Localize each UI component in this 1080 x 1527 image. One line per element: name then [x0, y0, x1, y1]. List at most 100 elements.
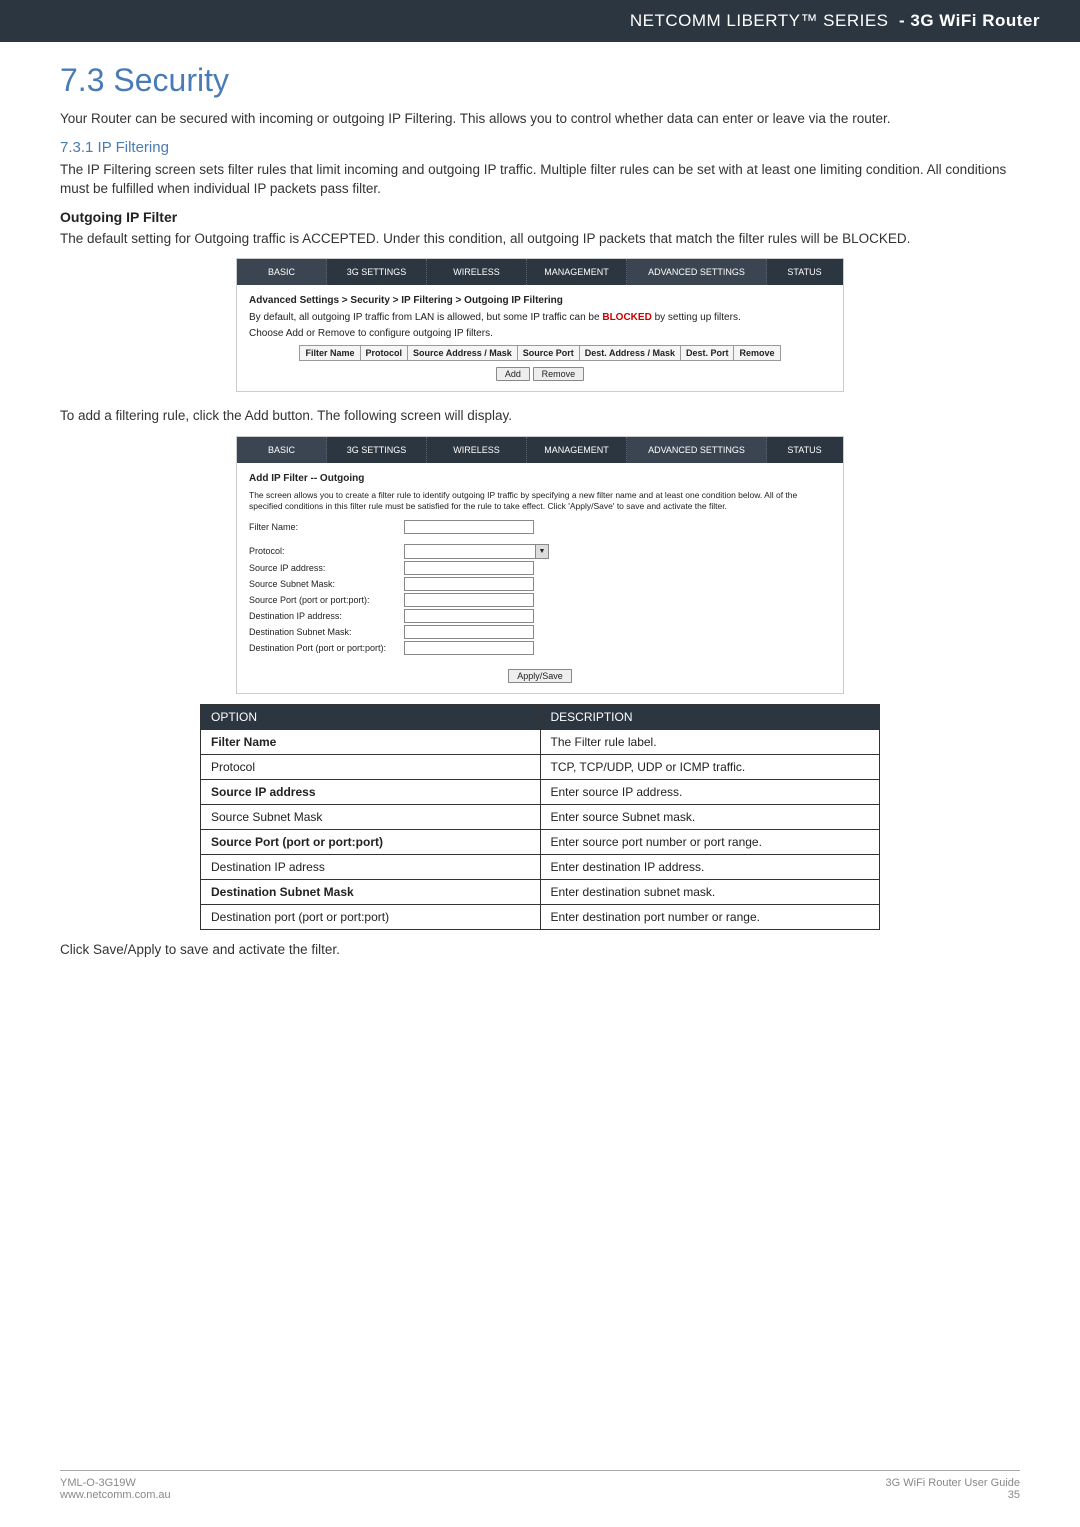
opt-desc: Enter source Subnet mask. [540, 804, 880, 829]
row-dport: Destination Port (port or port:port): [249, 641, 831, 655]
row-sip: Source IP address: [249, 561, 831, 575]
ss1-line1b: by setting up filters. [652, 312, 741, 323]
tab-advanced-2[interactable]: ADVANCED SETTINGS [627, 437, 767, 463]
ss1-line1a: By default, all outgoing IP traffic from… [249, 312, 602, 323]
footer-guide: 3G WiFi Router User Guide [886, 1477, 1020, 1489]
tab-3g[interactable]: 3G SETTINGS [327, 259, 427, 285]
save-text: Click Save/Apply to save and activate th… [60, 940, 1020, 960]
opt-label: Source IP address [201, 779, 541, 804]
tab-wireless[interactable]: WIRELESS [427, 259, 527, 285]
col-remove: Remove [734, 346, 780, 361]
ss1-blocked: BLOCKED [602, 312, 651, 323]
options-header-desc: DESCRIPTION [540, 704, 880, 729]
ss2-title: Add IP Filter -- Outgoing [249, 473, 831, 484]
opt-desc: TCP, TCP/UDP, UDP or ICMP traffic. [540, 754, 880, 779]
screenshot-body: Advanced Settings > Security > IP Filter… [237, 285, 843, 391]
options-header-option: OPTION [201, 704, 541, 729]
label-sport: Source Port (port or port:port): [249, 595, 404, 605]
screenshot-add-filter: BASIC 3G SETTINGS WIRELESS MANAGEMENT AD… [236, 436, 844, 694]
label-dport: Destination Port (port or port:port): [249, 643, 404, 653]
tab-status-2[interactable]: STATUS [767, 437, 842, 463]
footer-right: 3G WiFi Router User Guide 35 [886, 1477, 1020, 1501]
page-header: NETCOMM LIBERTY™ SERIES - 3G WiFi Router [0, 0, 1080, 42]
page-footer: YML-O-3G19W www.netcomm.com.au 3G WiFi R… [0, 1470, 1080, 1501]
col-dest-port: Dest. Port [680, 346, 734, 361]
tab-management-2[interactable]: MANAGEMENT [527, 437, 627, 463]
ss2-desc: The screen allows you to create a filter… [249, 490, 831, 512]
opt-label: Destination Subnet Mask [201, 879, 541, 904]
tab-status[interactable]: STATUS [767, 259, 842, 285]
input-smask[interactable] [404, 577, 534, 591]
row-smask: Source Subnet Mask: [249, 577, 831, 591]
outgoing-title: Outgoing IP Filter [60, 209, 1020, 225]
footer-page: 35 [886, 1489, 1020, 1501]
label-dmask: Destination Subnet Mask: [249, 627, 404, 637]
footer-line: YML-O-3G19W www.netcomm.com.au 3G WiFi R… [60, 1470, 1020, 1501]
label-smask: Source Subnet Mask: [249, 579, 404, 589]
select-protocol[interactable]: ▼ [404, 544, 549, 559]
apply-save-button[interactable]: Apply/Save [508, 669, 572, 683]
col-src-port: Source Port [517, 346, 579, 361]
opt-desc: Enter source IP address. [540, 779, 880, 804]
label-filter-name: Filter Name: [249, 522, 404, 532]
input-sport[interactable] [404, 593, 534, 607]
tab-management[interactable]: MANAGEMENT [527, 259, 627, 285]
table-row: Filter NameThe Filter rule label. [201, 729, 880, 754]
opt-desc: Enter source port number or port range. [540, 829, 880, 854]
table-row: Destination port (port or port:port)Ente… [201, 904, 880, 929]
col-protocol: Protocol [360, 346, 408, 361]
footer-left: YML-O-3G19W www.netcomm.com.au [60, 1477, 171, 1501]
tab-advanced[interactable]: ADVANCED SETTINGS [627, 259, 767, 285]
opt-label: Source Subnet Mask [201, 804, 541, 829]
input-dmask[interactable] [404, 625, 534, 639]
table-row: ProtocolTCP, TCP/UDP, UDP or ICMP traffi… [201, 754, 880, 779]
table-row: Source IP addressEnter source IP address… [201, 779, 880, 804]
tab-basic[interactable]: BASIC [237, 259, 327, 285]
row-dip: Destination IP address: [249, 609, 831, 623]
options-table: OPTION DESCRIPTION Filter NameThe Filter… [200, 704, 880, 930]
label-sip: Source IP address: [249, 563, 404, 573]
input-dport[interactable] [404, 641, 534, 655]
page-content: 7.3 Security Your Router can be secured … [0, 42, 1080, 959]
opt-desc: Enter destination subnet mask. [540, 879, 880, 904]
nav-tabs: BASIC 3G SETTINGS WIRELESS MANAGEMENT AD… [237, 259, 843, 285]
label-protocol: Protocol: [249, 546, 404, 556]
opt-label: Protocol [201, 754, 541, 779]
add-rule-text: To add a filtering rule, click the Add b… [60, 406, 1020, 426]
tab-3g-2[interactable]: 3G SETTINGS [327, 437, 427, 463]
header-brand: NETCOMM LIBERTY™ SERIES [630, 11, 889, 31]
tab-wireless-2[interactable]: WIRELESS [427, 437, 527, 463]
breadcrumb: Advanced Settings > Security > IP Filter… [249, 295, 831, 306]
section-title: 7.3 Security [60, 62, 1020, 99]
nav-tabs-2: BASIC 3G SETTINGS WIRELESS MANAGEMENT AD… [237, 437, 843, 463]
input-sip[interactable] [404, 561, 534, 575]
row-dmask: Destination Subnet Mask: [249, 625, 831, 639]
add-button[interactable]: Add [496, 367, 530, 381]
ss1-line1: By default, all outgoing IP traffic from… [249, 312, 831, 323]
section-intro: Your Router can be secured with incoming… [60, 109, 1020, 129]
input-filter-name[interactable] [404, 520, 534, 534]
label-dip: Destination IP address: [249, 611, 404, 621]
remove-button[interactable]: Remove [533, 367, 585, 381]
row-filter-name: Filter Name: [249, 520, 831, 534]
outgoing-text: The default setting for Outgoing traffic… [60, 229, 1020, 249]
input-dip[interactable] [404, 609, 534, 623]
opt-desc: The Filter rule label. [540, 729, 880, 754]
footer-url: www.netcomm.com.au [60, 1489, 171, 1501]
opt-desc: Enter destination IP address. [540, 854, 880, 879]
tab-basic-2[interactable]: BASIC [237, 437, 327, 463]
screenshot2-body: Add IP Filter -- Outgoing The screen all… [237, 463, 843, 693]
subsection-text: The IP Filtering screen sets filter rule… [60, 160, 1020, 199]
col-filter-name: Filter Name [300, 346, 360, 361]
chevron-down-icon: ▼ [535, 545, 548, 558]
ss1-line2: Choose Add or Remove to configure outgoi… [249, 328, 831, 339]
row-protocol: Protocol: ▼ [249, 544, 831, 559]
apply-row: Apply/Save [249, 669, 831, 683]
row-sport: Source Port (port or port:port): [249, 593, 831, 607]
opt-label: Filter Name [201, 729, 541, 754]
footer-code: YML-O-3G19W [60, 1477, 171, 1489]
subsection-title: 7.3.1 IP Filtering [60, 139, 1020, 156]
opt-label: Destination IP adress [201, 854, 541, 879]
table-row: Source Subnet MaskEnter source Subnet ma… [201, 804, 880, 829]
opt-label: Destination port (port or port:port) [201, 904, 541, 929]
